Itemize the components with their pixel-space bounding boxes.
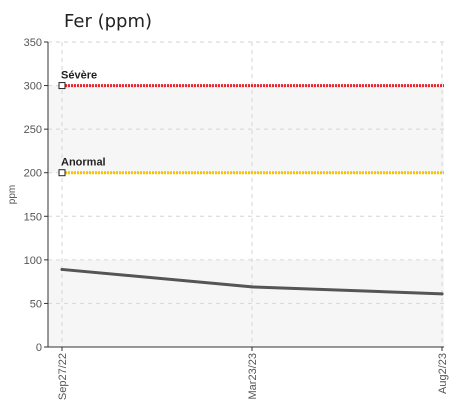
y-tick-label-300: 300 (24, 81, 42, 93)
chart-title: Fer (ppm) (64, 11, 152, 32)
data-point-0-0 (60, 267, 64, 271)
y-tick-label-200: 200 (24, 168, 42, 180)
y-tick-label-100: 100 (24, 255, 42, 267)
y-tick-label-0: 0 (36, 342, 42, 354)
threshold-label-0: Sévère (61, 70, 97, 82)
y-tick-label-350: 350 (24, 37, 42, 49)
x-tick-label-2: Aug2/23 (437, 353, 449, 394)
data-point-0-1 (250, 285, 254, 289)
y-tick-label-150: 150 (24, 211, 42, 223)
data-point-0-2 (440, 292, 444, 296)
x-tick-label-0: Sep27/22 (57, 353, 69, 400)
y-axis-label: ppm (7, 185, 18, 204)
y-tick-label-50: 50 (30, 298, 42, 310)
threshold-marker-1 (58, 169, 66, 177)
y-tick-label-250: 250 (24, 124, 42, 136)
x-tick-label-1: Mar23/23 (247, 353, 259, 399)
threshold-marker-0 (58, 82, 66, 90)
threshold-label-1: Anormal (61, 157, 106, 169)
